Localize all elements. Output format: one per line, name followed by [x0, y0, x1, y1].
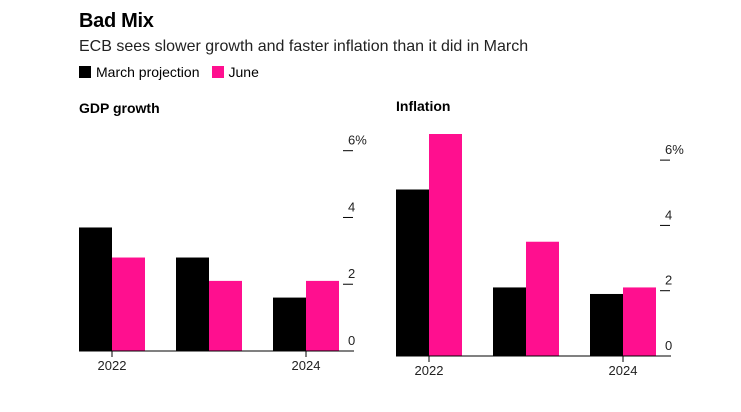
gdp-bar-march-2024 [273, 297, 306, 351]
inflation-y-tick-label-2: 2 [665, 273, 672, 288]
gdp-y-tick-label-2: 2 [348, 266, 355, 281]
legend-item-march: March projection [79, 64, 200, 80]
inflation-y-tick-label-6: 6% [665, 142, 684, 157]
legend-label-march: March projection [96, 64, 200, 80]
gdp-bar-june-2022 [112, 257, 145, 351]
gdp-y-tick-label-4: 4 [348, 199, 355, 214]
gdp-bar-june-2024 [306, 280, 339, 351]
inflation-bar-march-2023 [493, 287, 526, 356]
legend: March projection June [79, 64, 271, 80]
inflation-x-tick-label-2024: 2024 [609, 363, 638, 378]
inflation-y-tick-label-0: 0 [665, 338, 672, 353]
gdp-x-tick-label-2022: 2022 [98, 358, 127, 373]
inflation-x-tick-label-2022: 2022 [415, 363, 444, 378]
gdp-panel-title: GDP growth [79, 100, 160, 116]
legend-label-june: June [228, 64, 259, 80]
legend-swatch-june [211, 66, 224, 78]
chart-title: Bad Mix [79, 10, 154, 32]
gdp-bar-june-2023 [209, 280, 242, 351]
inflation-bar-june-2024 [623, 287, 656, 356]
inflation-bar-june-2023 [526, 241, 559, 356]
gdp-bar-march-2022 [79, 227, 112, 351]
inflation-y-tick-label-4: 4 [665, 207, 672, 222]
legend-swatch-march [79, 66, 91, 78]
gdp-bar-march-2023 [176, 257, 209, 351]
legend-item-june: June [211, 64, 259, 80]
inflation-bar-march-2024 [590, 293, 623, 356]
chart-subtitle: ECB sees slower growth and faster inflat… [79, 38, 529, 55]
gdp-y-tick-label-0: 0 [348, 333, 355, 348]
gdp-x-tick-label-2024: 2024 [292, 358, 321, 373]
inflation-bar-march-2022 [396, 189, 429, 356]
inflation-bar-june-2022 [429, 134, 462, 356]
inflation-panel-title: Inflation [396, 98, 451, 114]
gdp-y-tick-label-6: 6% [348, 133, 367, 148]
